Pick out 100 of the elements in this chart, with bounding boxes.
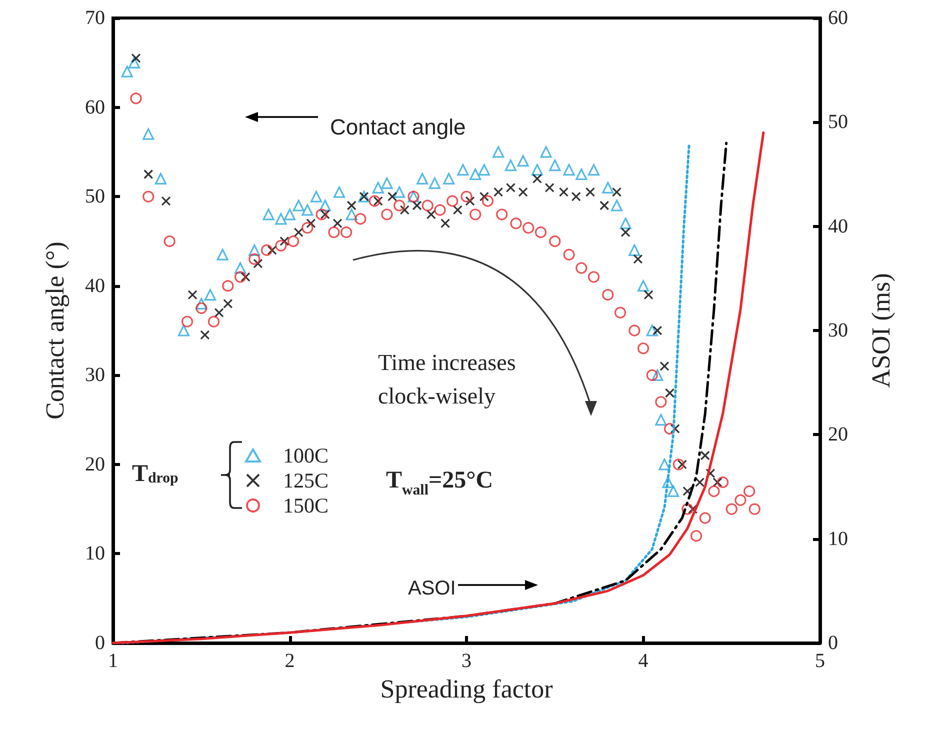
annotation: Time increases clock-wisely xyxy=(378,350,522,409)
point xyxy=(588,271,600,283)
point xyxy=(531,164,543,176)
point xyxy=(670,424,680,434)
point xyxy=(628,324,640,336)
point xyxy=(234,262,246,274)
point xyxy=(204,288,216,301)
point xyxy=(571,192,581,202)
point xyxy=(240,272,250,282)
point xyxy=(470,208,482,220)
point xyxy=(416,172,428,185)
y2-tick-label: 20 xyxy=(828,424,848,446)
point xyxy=(748,503,760,515)
y-tick-label: 10 xyxy=(85,542,105,565)
legend-label: 150C xyxy=(283,494,329,518)
y2-tick-label: 10 xyxy=(828,528,848,550)
point xyxy=(602,182,614,194)
point xyxy=(354,213,366,225)
point xyxy=(660,361,670,372)
point xyxy=(496,208,508,220)
point xyxy=(142,128,154,140)
x-tick-label: 1 xyxy=(108,650,118,672)
point xyxy=(394,186,406,198)
point xyxy=(682,503,694,515)
point xyxy=(522,222,534,234)
point xyxy=(672,458,684,470)
point xyxy=(287,235,300,248)
point xyxy=(602,288,614,301)
point xyxy=(646,324,658,336)
point xyxy=(518,187,528,197)
point xyxy=(494,187,504,197)
point xyxy=(734,494,746,506)
point xyxy=(540,146,552,158)
point xyxy=(131,53,141,63)
point xyxy=(700,450,710,460)
point xyxy=(223,298,233,309)
point xyxy=(644,290,654,300)
point xyxy=(664,388,675,398)
y-tick-label: 0 xyxy=(95,632,105,654)
point xyxy=(144,169,154,180)
point xyxy=(208,316,220,328)
point xyxy=(534,226,547,238)
point xyxy=(142,190,154,202)
point xyxy=(482,195,494,207)
point xyxy=(588,164,600,176)
point xyxy=(328,226,340,238)
point xyxy=(284,208,296,220)
point xyxy=(316,208,328,220)
y-tick-label: 40 xyxy=(85,274,105,297)
point xyxy=(306,218,316,228)
point xyxy=(744,485,756,498)
point xyxy=(161,196,171,206)
point xyxy=(532,174,542,184)
point xyxy=(128,56,140,68)
y-tick-label: 20 xyxy=(85,453,105,476)
point xyxy=(130,92,142,104)
point xyxy=(387,192,398,202)
point xyxy=(310,190,322,202)
y2-tick-label: 0 xyxy=(828,632,838,654)
point xyxy=(154,172,167,185)
point xyxy=(688,504,698,514)
legend-title: Tdrop xyxy=(132,460,178,487)
point xyxy=(196,302,208,314)
y-tick-label: 50 xyxy=(85,186,105,208)
point xyxy=(234,271,246,283)
point xyxy=(181,316,194,328)
point xyxy=(294,227,304,238)
point xyxy=(549,235,561,248)
point xyxy=(440,218,450,228)
point xyxy=(655,396,667,408)
point xyxy=(196,298,208,310)
point xyxy=(600,200,610,210)
point xyxy=(381,208,393,220)
point xyxy=(699,512,711,524)
point xyxy=(610,200,623,212)
point xyxy=(373,196,383,206)
point xyxy=(275,213,287,225)
point xyxy=(302,204,314,216)
point xyxy=(332,218,342,228)
point xyxy=(614,306,626,318)
x-axis-title: Spreading factor xyxy=(380,674,554,704)
point xyxy=(479,192,489,202)
point xyxy=(652,326,662,336)
y2-tick-label: 60 xyxy=(828,7,848,29)
point xyxy=(637,280,650,292)
point xyxy=(544,182,554,192)
point xyxy=(292,200,304,212)
point xyxy=(633,254,643,264)
point xyxy=(446,195,458,207)
point xyxy=(260,244,273,256)
point xyxy=(178,324,190,336)
point xyxy=(248,253,260,265)
point xyxy=(646,369,658,381)
point xyxy=(164,235,176,248)
point xyxy=(658,458,670,470)
y-axis-title: Contact angle (°) xyxy=(40,242,70,420)
point xyxy=(517,155,529,167)
point xyxy=(426,210,436,220)
point xyxy=(708,485,720,498)
point xyxy=(452,205,462,215)
